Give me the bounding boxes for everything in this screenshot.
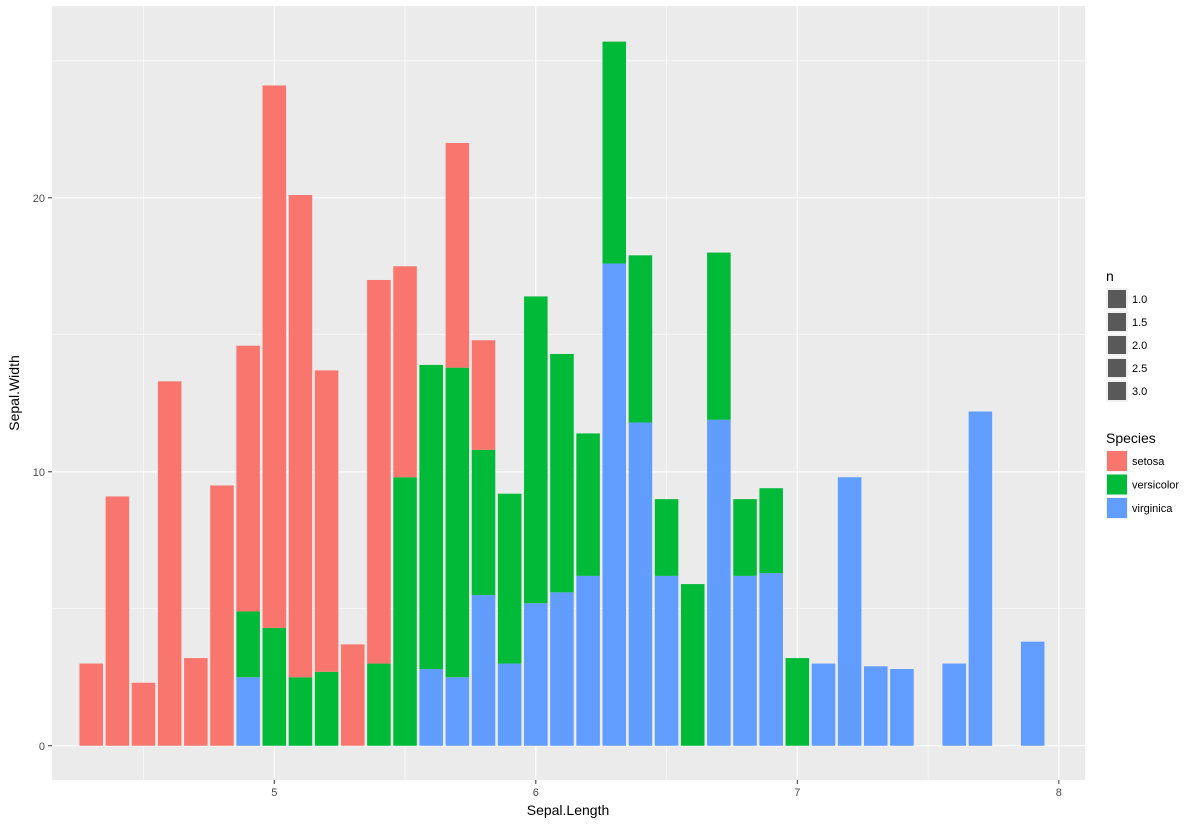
- species-legend-label: versicolor: [1132, 480, 1179, 492]
- bar-versicolor: [393, 477, 417, 746]
- size-legend-label: 3.0: [1132, 386, 1147, 398]
- y-tick-label: 0: [39, 741, 45, 753]
- bar-virginica: [707, 419, 731, 746]
- bar-versicolor: [785, 658, 810, 746]
- size-legend-title: n: [1106, 268, 1114, 284]
- bar-virginica: [968, 411, 993, 746]
- bars: [79, 41, 1045, 746]
- size-legend-label: 1.0: [1132, 294, 1147, 306]
- y-axis-title: Sepal.Width: [6, 355, 22, 430]
- x-tick-label: 8: [1056, 787, 1062, 799]
- bar-setosa: [79, 663, 103, 746]
- bar-versicolor: [576, 433, 600, 576]
- x-tick-label: 7: [794, 787, 800, 799]
- bar-setosa: [262, 85, 287, 628]
- x-axis-title: Sepal.Length: [527, 802, 610, 818]
- bar-setosa: [393, 266, 417, 478]
- bar-virginica: [811, 663, 836, 746]
- bar-versicolor: [550, 353, 574, 593]
- bar-virginica: [890, 669, 914, 746]
- bar-versicolor: [262, 627, 287, 746]
- species-legend-label: setosa: [1132, 456, 1165, 468]
- species-legend-swatch-versicolor: [1107, 474, 1127, 495]
- species-legend-swatch-virginica: [1107, 498, 1127, 518]
- bar-versicolor: [707, 252, 731, 420]
- bar-setosa: [105, 496, 130, 746]
- bar-versicolor: [471, 449, 496, 596]
- bar-setosa: [288, 195, 313, 678]
- bar-virginica: [497, 663, 522, 746]
- bar-versicolor: [419, 364, 443, 670]
- bar-virginica: [524, 603, 548, 746]
- bar-virginica: [733, 575, 757, 746]
- size-legend-label: 1.5: [1132, 317, 1147, 329]
- bar-versicolor: [236, 611, 260, 678]
- bar-setosa: [367, 279, 391, 664]
- size-legend-swatch: [1108, 359, 1126, 377]
- bar-virginica: [942, 663, 967, 746]
- bar-versicolor: [314, 671, 339, 746]
- x-tick-label: 5: [271, 787, 277, 799]
- bar-versicolor: [524, 296, 548, 604]
- bar-virginica: [628, 422, 653, 746]
- bar-setosa: [445, 142, 470, 368]
- size-legend-swatch: [1108, 313, 1126, 331]
- bar-virginica: [236, 677, 260, 746]
- bar-virginica: [837, 477, 862, 746]
- species-legend-swatch-setosa: [1107, 451, 1127, 471]
- bar-setosa: [471, 340, 496, 450]
- bar-setosa: [157, 381, 182, 746]
- bar-setosa: [236, 345, 260, 612]
- size-legend-label: 2.5: [1132, 363, 1147, 375]
- bar-setosa: [184, 658, 208, 746]
- bar-virginica: [419, 669, 443, 746]
- bar-versicolor: [602, 41, 627, 264]
- size-legend-swatch: [1108, 336, 1126, 354]
- bar-versicolor: [733, 499, 757, 576]
- bar-virginica: [576, 575, 600, 746]
- y-tick-label: 10: [33, 467, 45, 479]
- axis-ticks: 5 6 7 8 0 10 20: [33, 193, 1062, 799]
- bar-versicolor: [628, 255, 653, 423]
- bar-virginica: [759, 573, 783, 746]
- bar-virginica: [864, 666, 888, 746]
- size-legend-swatch: [1108, 382, 1126, 400]
- species-legend-label: virginica: [1132, 503, 1173, 515]
- size-legend-swatch: [1108, 290, 1126, 308]
- x-tick-label: 6: [533, 787, 539, 799]
- size-legend-label: 2.0: [1132, 340, 1147, 352]
- bar-setosa: [340, 644, 365, 746]
- species-legend-title: Species: [1106, 430, 1156, 446]
- bar-versicolor: [288, 677, 313, 746]
- bar-setosa: [210, 485, 234, 746]
- bar-setosa: [314, 370, 339, 672]
- bar-virginica: [654, 575, 679, 746]
- bar-virginica: [471, 595, 496, 746]
- bar-versicolor: [445, 367, 470, 678]
- bar-virginica: [550, 592, 574, 746]
- species-legend: Species setosa versicolor virginica: [1106, 430, 1179, 519]
- bar-versicolor: [680, 584, 705, 746]
- bar-virginica: [602, 263, 627, 746]
- bar-versicolor: [759, 488, 783, 574]
- y-tick-label: 20: [33, 193, 45, 205]
- bar-versicolor: [654, 499, 679, 576]
- size-legend: n 1.0 1.5 2.0 2.5 3.0: [1106, 268, 1147, 402]
- bar-virginica: [1020, 641, 1045, 746]
- bar-virginica: [445, 677, 470, 746]
- bar-versicolor: [367, 663, 391, 746]
- bar-versicolor: [497, 493, 522, 664]
- bar-setosa: [131, 682, 156, 746]
